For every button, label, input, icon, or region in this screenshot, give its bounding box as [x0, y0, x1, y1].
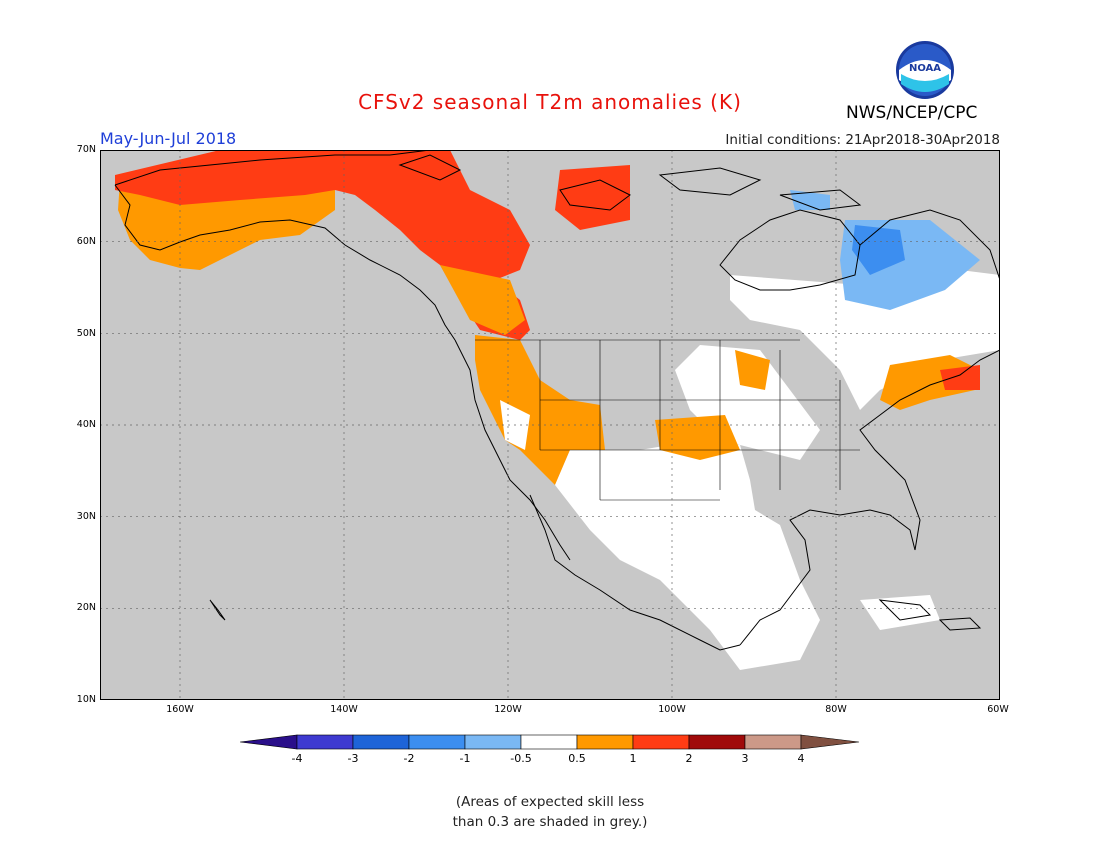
shade-hudson-blue — [790, 190, 830, 210]
lat-label: 10N — [76, 694, 96, 705]
skill-note: (Areas of expected skill less than 0.3 a… — [0, 792, 1100, 832]
lat-label: 20N — [76, 602, 96, 613]
lon-label: 140W — [330, 704, 358, 715]
map-title: CFSv2 seasonal T2m anomalies (K) — [358, 90, 742, 114]
colorbar-tick: 4 — [797, 752, 805, 765]
skill-note-line2: than 0.3 are shaded in grey.) — [452, 814, 648, 830]
colorbar-tick: -0.5 — [510, 752, 532, 765]
colorbar-segment — [632, 734, 690, 750]
coastlines — [114, 150, 1000, 651]
colorbar-tick: 1 — [629, 752, 637, 765]
skill-note-line1: (Areas of expected skill less — [455, 794, 645, 810]
colorbar-tick: 3 — [741, 752, 749, 765]
colorbar-tick: -4 — [291, 752, 303, 765]
noaa-logo: NOAA — [896, 41, 954, 99]
colorbar-segment — [520, 734, 578, 750]
colorbar-arrow-low — [240, 734, 298, 750]
lon-label: 100W — [658, 704, 686, 715]
agency-label: NWS/NCEP/CPC — [846, 103, 978, 123]
colorbar-tick: -3 — [347, 752, 359, 765]
lat-label: 30N — [76, 511, 96, 522]
colorbar-arrow-high — [800, 734, 860, 750]
lat-label: 40N — [76, 419, 96, 430]
colorbar-segment — [352, 734, 410, 750]
shade-greatlakes-orange — [735, 350, 770, 390]
lon-label: 60W — [987, 704, 1009, 715]
colorbar-tick: -1 — [459, 752, 471, 765]
lat-label: 60N — [76, 236, 96, 247]
anomaly-shading — [115, 150, 1000, 670]
shade-northeast-red — [940, 365, 980, 390]
lon-label: 160W — [166, 704, 194, 715]
colorbar-tick: 2 — [685, 752, 693, 765]
state-borders — [475, 339, 860, 501]
anomaly-map — [100, 150, 1000, 700]
colorbar-segment — [744, 734, 802, 750]
colorbar-segment — [464, 734, 522, 750]
colorbar-segment — [576, 734, 634, 750]
initial-conditions: Initial conditions: 21Apr2018-30Apr2018 — [725, 132, 1000, 148]
shade-east-white — [730, 270, 1000, 410]
colorbar-segment — [296, 734, 354, 750]
lon-label: 120W — [494, 704, 522, 715]
shade-mexico-white — [555, 440, 820, 670]
lat-label: 70N — [76, 144, 96, 155]
shade-central-orange — [655, 415, 740, 460]
forecast-period: May-Jun-Jul 2018 — [100, 129, 237, 148]
lon-label: 80W — [825, 704, 847, 715]
map-frame — [100, 150, 1000, 700]
colorbar-tick: -2 — [403, 752, 415, 765]
graticule — [100, 150, 1000, 700]
colorbar-segment — [688, 734, 746, 750]
shade-alaska-red — [115, 150, 335, 205]
colorbar-segment — [408, 734, 466, 750]
colorbar-tick: 0.5 — [568, 752, 586, 765]
logo-text: NOAA — [909, 63, 941, 74]
shade-canada-orange — [440, 265, 525, 335]
shade-canada-red-east — [555, 165, 630, 230]
colorbar — [240, 734, 860, 750]
shade-quebec-blue-core — [852, 225, 905, 275]
shade-caribbean-white — [860, 595, 940, 630]
lat-label: 50N — [76, 328, 96, 339]
